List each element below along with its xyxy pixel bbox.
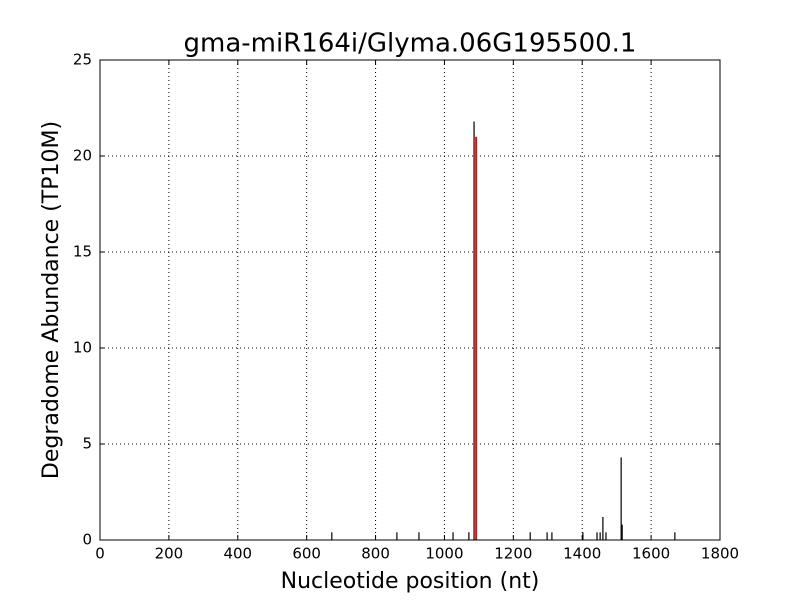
- y-tick-label: 20: [73, 147, 92, 165]
- x-tick-label: 1600: [632, 545, 670, 563]
- x-tick-label: 600: [292, 545, 321, 563]
- plot-frame: [99, 59, 721, 541]
- y-tick-label: 10: [73, 339, 92, 357]
- y-tick-label: 0: [82, 531, 92, 549]
- chart-title: gma-miR164i/Glyma.06G195500.1: [184, 29, 637, 59]
- y-axis-label: Degradome Abundance (TP10M): [39, 121, 64, 479]
- x-tick-label: 200: [155, 545, 184, 563]
- x-tick-label: 1000: [425, 545, 463, 563]
- y-tick-label: 15: [73, 243, 92, 261]
- x-tick-label: 400: [223, 545, 252, 563]
- x-axis-label: Nucleotide position (nt): [281, 569, 540, 594]
- x-tick-label: 1200: [494, 545, 532, 563]
- x-tick-label: 1400: [563, 545, 601, 563]
- x-tick-label: 1800: [701, 545, 739, 563]
- y-tick-label: 5: [82, 435, 92, 453]
- x-tick-label: 0: [95, 545, 105, 563]
- y-tick-label: 25: [73, 51, 92, 69]
- x-tick-label: 800: [361, 545, 390, 563]
